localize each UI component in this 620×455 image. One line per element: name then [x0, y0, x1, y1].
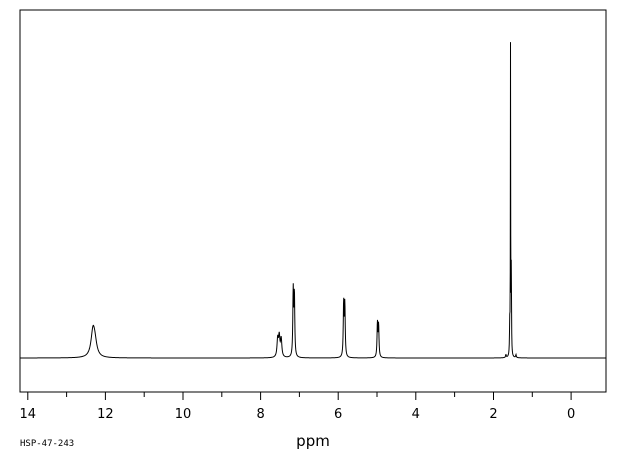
x-axis-tick-labels: 14 12 10 8 6 4 2 0: [20, 407, 576, 422]
x-tick-label: 6: [334, 407, 342, 422]
plot-frame: [19, 9, 607, 393]
x-axis-title: ppm: [296, 432, 330, 450]
x-tick-label: 4: [412, 407, 420, 422]
spectrum-trace: [20, 42, 606, 359]
x-axis-ticks: [27, 392, 572, 400]
spectrum-code-label: HSP-47-243: [20, 439, 74, 449]
x-tick-label: 0: [567, 407, 575, 422]
x-tick-label: 12: [97, 407, 114, 422]
x-tick-label: 8: [256, 407, 264, 422]
x-tick-label: 2: [489, 407, 497, 422]
x-tick-label: 14: [20, 407, 37, 422]
x-tick-label: 10: [175, 407, 192, 422]
